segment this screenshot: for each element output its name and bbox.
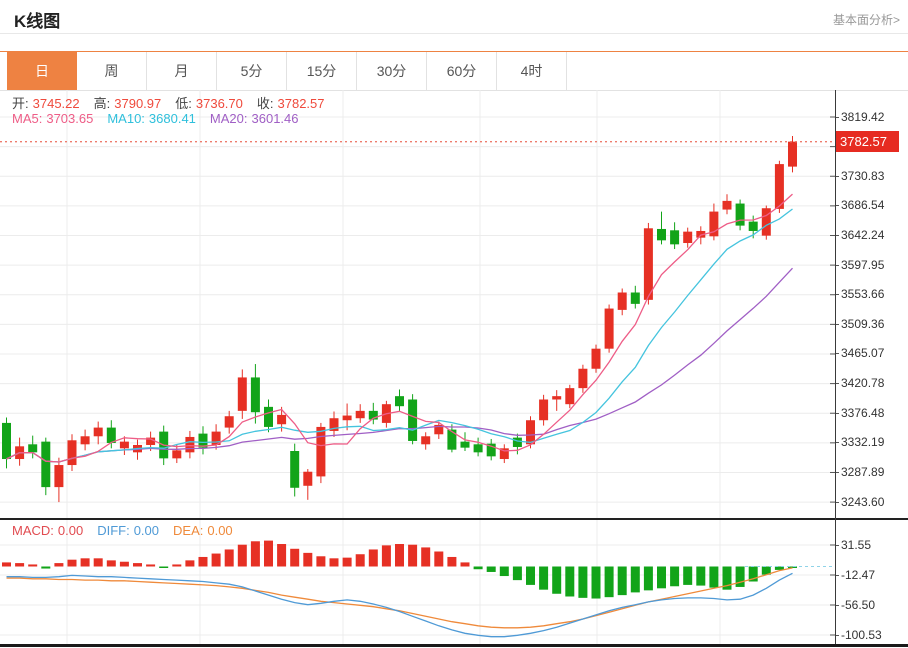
fundamental-analysis-link[interactable]: 基本面分析>	[832, 13, 900, 27]
tab-period-1[interactable]: 日	[7, 52, 77, 90]
period-tabbar: 日周月 5分 15分 30分 60分 4时	[7, 52, 567, 90]
price-tick-label: 3287.89	[834, 464, 885, 479]
macd-tick-label: -12.47	[834, 567, 876, 582]
tab-period-4[interactable]: 5分	[217, 52, 287, 90]
tab-period-8[interactable]: 4时	[497, 52, 567, 90]
chart-area: 开: 3745.22 高: 3790.97 低: 3736.70 收: 3782.57 MA5…	[0, 90, 908, 648]
tab-period-6[interactable]: 30分	[357, 52, 427, 90]
widget-header: K线图 基本面分析>	[0, 0, 908, 34]
price-tick-label: 3686.54	[834, 198, 885, 213]
tab-period-5[interactable]: 15分	[287, 52, 357, 90]
y-axis-line	[835, 90, 836, 647]
price-tick-label: 3642.24	[834, 227, 885, 242]
price-tick-label: 3420.78	[834, 376, 885, 391]
price-tick-label: 3465.07	[834, 346, 885, 361]
page-title: K线图	[14, 12, 61, 31]
price-tick-label: 3730.83	[834, 168, 885, 183]
tab-period-7[interactable]: 60分	[427, 52, 497, 90]
tab-period-2[interactable]: 周	[77, 52, 147, 90]
price-tick-label: 3243.60	[834, 494, 885, 509]
x-axis-line	[0, 644, 908, 647]
candlestick-chart[interactable]	[0, 90, 835, 518]
panel-separator	[0, 518, 908, 520]
macd-tick-label: -100.53	[835, 627, 882, 642]
price-tick-label: 3509.36	[834, 316, 885, 331]
macd-tick-label: -56.50	[834, 597, 876, 612]
current-price-badge: 3782.57	[836, 131, 899, 153]
macd-chart[interactable]	[0, 520, 835, 644]
price-tick-label: 3597.95	[834, 257, 885, 272]
price-tick-label: 3376.48	[834, 405, 885, 420]
price-tick-label: 3553.66	[834, 287, 885, 302]
price-tick-label: 3332.19	[834, 435, 885, 450]
macd-tick-label: 31.55	[834, 537, 872, 552]
period-tabbar-row: 日周月 5分 15分 30分 60分 4时	[0, 51, 908, 91]
price-tick-label: 3819.42	[834, 109, 885, 124]
tab-period-3[interactable]: 月	[147, 52, 217, 90]
